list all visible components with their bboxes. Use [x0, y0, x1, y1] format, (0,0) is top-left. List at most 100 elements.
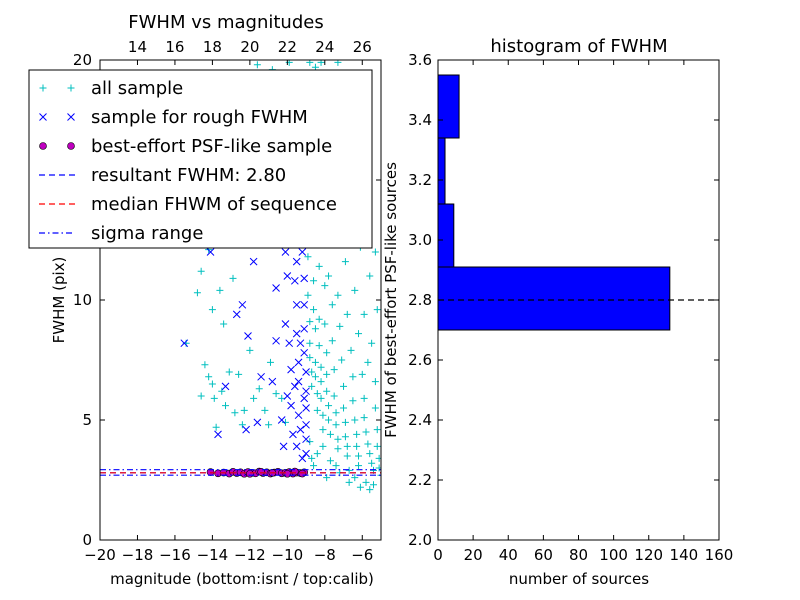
data-point [240, 406, 248, 414]
data-point [300, 300, 309, 309]
legend-label: resultant FWHM: 2.80 [91, 165, 286, 186]
y-tick-label: 3.2 [408, 171, 432, 189]
data-point [253, 61, 261, 69]
data-point [373, 306, 381, 314]
data-point [310, 306, 318, 314]
data-point [296, 339, 305, 348]
data-point [272, 336, 280, 345]
histogram-y-label: FWHM of best-effort PSF-like sources [382, 162, 400, 438]
data-point [364, 440, 372, 448]
legend-label: all sample [91, 78, 183, 99]
data-point [201, 361, 209, 369]
data-point [371, 378, 379, 386]
y-tick-label: 2.0 [408, 531, 432, 549]
data-point [364, 358, 372, 366]
data-point [290, 276, 299, 285]
data-point [311, 325, 319, 333]
x-tick-label: −16 [159, 546, 191, 564]
x-tick-label: −10 [272, 546, 304, 564]
data-point [355, 462, 363, 470]
data-point [328, 301, 336, 309]
scatter-x-label: magnitude (bottom:isnt / top:calib) [110, 570, 374, 588]
data-point [268, 377, 277, 386]
x-tick-label: 120 [634, 546, 663, 564]
legend-entry: sample for rough FWHM [39, 107, 308, 128]
legend-entry: all sample [39, 78, 183, 99]
data-point [334, 291, 342, 299]
legend-marker [67, 84, 75, 92]
data-point [368, 339, 376, 347]
y-tick-label: 5 [82, 411, 92, 429]
data-point [214, 430, 222, 439]
data-point [323, 349, 331, 357]
legend-marker [67, 142, 75, 150]
data-point [353, 442, 361, 450]
x-tick-label: 160 [705, 546, 734, 564]
legend-entry: resultant FWHM: 2.80 [39, 165, 286, 186]
data-point [351, 474, 359, 482]
top-tick-label: 22 [278, 38, 297, 56]
legend-box [28, 69, 373, 249]
data-point [326, 430, 334, 438]
data-point [349, 397, 357, 405]
data-point [272, 284, 280, 292]
data-point [308, 368, 316, 376]
data-point [265, 421, 273, 429]
y-tick-label: 2.6 [408, 351, 432, 369]
data-point [250, 394, 258, 402]
data-point [313, 406, 321, 414]
x-tick-label: −12 [234, 546, 266, 564]
data-point [373, 426, 381, 434]
data-point [332, 462, 340, 470]
data-point [366, 486, 374, 494]
data-point [278, 394, 286, 402]
data-point [328, 337, 336, 345]
data-point [334, 435, 342, 443]
data-point [292, 257, 301, 266]
histogram-panel: histogram of FWHM 0 20 40 60 80 100 120 140 160 2… [382, 36, 733, 588]
top-tick-label: 24 [315, 38, 334, 56]
data-point [232, 310, 241, 319]
data-point [343, 310, 351, 318]
histogram-title: histogram of FWHM [490, 36, 667, 57]
y-tick-label: 2.4 [408, 411, 432, 429]
legend-marker [39, 84, 47, 92]
data-point [235, 370, 243, 378]
data-point [321, 320, 329, 328]
legend-label: median FHWM of sequence [91, 194, 337, 215]
data-point [311, 358, 319, 366]
data-point [208, 306, 216, 314]
data-point [255, 385, 263, 393]
data-point [304, 253, 312, 261]
y-tick-label: 3.4 [408, 111, 432, 129]
data-point [306, 438, 314, 446]
legend-marker [67, 113, 75, 121]
data-point [311, 373, 319, 381]
data-point [210, 394, 218, 402]
data-point [302, 387, 310, 396]
data-point [355, 452, 363, 460]
x-tick-label: 80 [569, 546, 588, 564]
data-point [292, 300, 301, 309]
data-point [283, 469, 292, 478]
data-point [294, 358, 303, 367]
data-point [341, 418, 349, 426]
data-point [310, 277, 318, 285]
data-point [229, 274, 237, 282]
data-point [272, 390, 280, 398]
data-point [351, 286, 359, 294]
y-tick-label: 10 [73, 291, 92, 309]
data-point [360, 310, 368, 318]
data-point [323, 387, 331, 395]
data-point [300, 348, 309, 357]
y-tick-label: 3.0 [408, 231, 432, 249]
data-point [313, 450, 321, 458]
data-point [353, 430, 361, 438]
data-point [340, 382, 348, 390]
scatter-y-label: FWHM (pix) [50, 257, 68, 344]
data-point [306, 339, 314, 347]
legend-entry: sigma range [39, 223, 203, 244]
data-point [325, 402, 333, 410]
legend-label: sample for rough FWHM [91, 107, 308, 128]
data-point [351, 416, 359, 424]
